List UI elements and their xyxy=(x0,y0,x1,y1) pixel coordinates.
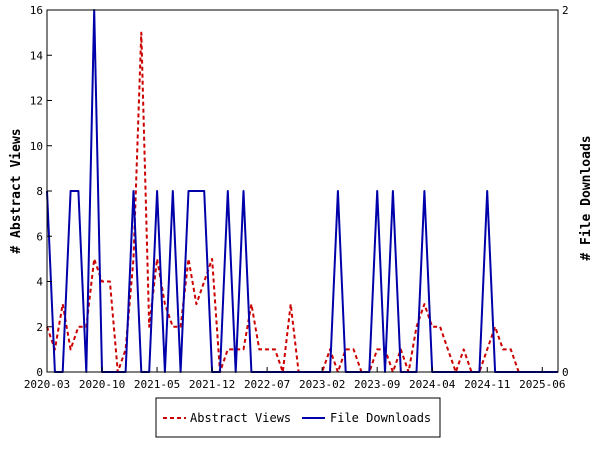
x-tick-label: 2024-11 xyxy=(464,378,510,391)
left-tick-label: 12 xyxy=(30,95,43,108)
x-tick-label: 2022-07 xyxy=(244,378,290,391)
x-axis: 2020-03 2020-10 2021-05 2021-12 2022-07 2023-… xyxy=(24,367,565,391)
legend-label-file-downloads: File Downloads xyxy=(330,411,431,425)
x-tick-label: 2023-02 xyxy=(299,378,345,391)
left-tick-label: 4 xyxy=(36,276,43,289)
x-tick-label: 2025-06 xyxy=(519,378,565,391)
right-tick-label: 2 xyxy=(562,4,569,17)
x-tick-label: 2021-12 xyxy=(189,378,235,391)
x-tick-label: 2023-09 xyxy=(354,378,400,391)
x-tick-label: 2024-04 xyxy=(409,378,456,391)
x-tick-label: 2021-05 xyxy=(134,378,180,391)
y-axis-title-right: # File Downloads xyxy=(579,135,594,260)
left-tick-label: 6 xyxy=(36,230,43,243)
x-tick-label: 2020-10 xyxy=(79,378,125,391)
left-axis: 0 2 4 6 8 10 12 14 16 xyxy=(30,4,52,379)
right-tick-label: 0 xyxy=(562,366,569,379)
legend: Abstract Views File Downloads xyxy=(155,397,441,438)
left-tick-label: 8 xyxy=(36,185,43,198)
left-tick-label: 16 xyxy=(30,4,43,17)
left-tick-label: 14 xyxy=(30,49,44,62)
x-tick-label: 2020-03 xyxy=(24,378,70,391)
legend-box xyxy=(155,397,441,438)
left-tick-label: 2 xyxy=(36,321,43,334)
y-axis-title-left: # Abstract Views xyxy=(9,128,24,253)
left-tick-label: 10 xyxy=(30,140,43,153)
left-tick-label: 0 xyxy=(36,366,43,379)
right-axis: 02 xyxy=(553,4,569,379)
legend-label-abstract-views: Abstract Views xyxy=(190,411,291,425)
